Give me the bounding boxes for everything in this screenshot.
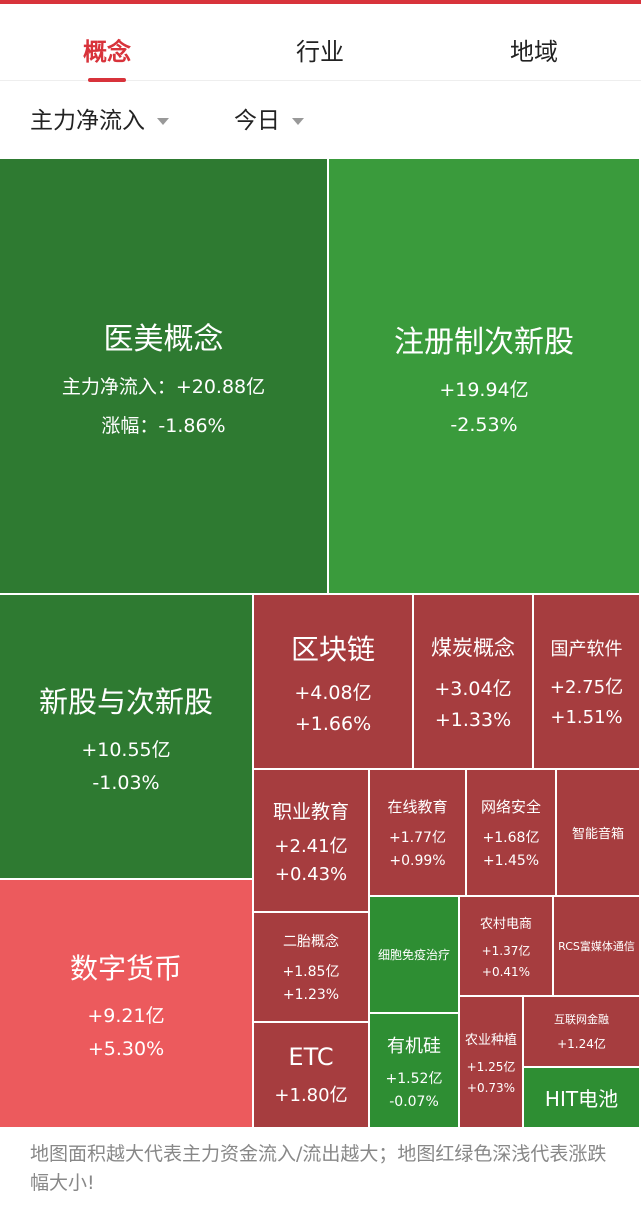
cell-change: +1.66%: [294, 713, 372, 735]
cell-flow: +3.04亿: [434, 678, 512, 700]
caret-down-icon: [292, 118, 304, 125]
cell-name: 区块链: [290, 633, 375, 666]
category-tabs: 概念 行业 地域: [0, 4, 641, 82]
cell-change: +1.51%: [550, 707, 623, 728]
cell-flow: +1.25亿: [466, 1060, 516, 1074]
cell-flow: +10.55亿: [81, 739, 171, 761]
cell-name: 智能音箱: [571, 827, 624, 842]
cell-name: 二胎概念: [283, 934, 339, 950]
cell-flow: +1.52亿: [385, 1070, 443, 1087]
cell-change: 涨幅：-1.86%: [101, 415, 226, 437]
active-tab-indicator: [88, 78, 126, 82]
cell-change: +0.73%: [466, 1081, 516, 1095]
top-accent-bar: [0, 0, 641, 4]
treemap-cell-second-child[interactable]: 二胎概念 +1.85亿 +1.23%: [254, 913, 370, 1023]
treemap-cell-internet-finance[interactable]: 互联网金融 +1.24亿: [524, 997, 641, 1068]
cell-change: +1.33%: [434, 709, 512, 731]
cell-change: +5.30%: [87, 1038, 165, 1060]
cell-flow: 主力净流入：+20.88亿: [61, 376, 266, 398]
cell-name: RCS富媒体通信: [558, 940, 635, 953]
metric-dropdown-label: 主力净流入: [30, 108, 145, 134]
cell-flow: +1.24亿: [557, 1037, 606, 1051]
treemap-cell-cell-immunotherapy[interactable]: 细胞免疫治疗: [370, 897, 460, 1014]
cell-name: 农村电商: [479, 917, 532, 932]
treemap-cell-registration-ipo[interactable]: 注册制次新股 +19.94亿 -2.53%: [329, 159, 641, 595]
cell-flow: +1.85亿: [282, 964, 340, 980]
cell-name: 互联网金融: [554, 1013, 609, 1026]
treemap-cell-network-security[interactable]: 网络安全 +1.68亿 +1.45%: [467, 770, 557, 897]
cell-change: +1.45%: [482, 853, 540, 869]
cell-flow: +19.94亿: [439, 378, 529, 401]
treemap-cell-blockchain[interactable]: 区块链 +4.08亿 +1.66%: [254, 595, 414, 770]
cell-change: +1.23%: [282, 987, 340, 1003]
tab-concept[interactable]: 概念: [83, 38, 131, 66]
cell-change: -2.53%: [450, 413, 518, 436]
treemap-cell-domestic-software[interactable]: 国产软件 +2.75亿 +1.51%: [534, 595, 641, 770]
treemap-cell-coal[interactable]: 煤炭概念 +3.04亿 +1.33%: [414, 595, 534, 770]
cell-flow: +2.75亿: [549, 677, 624, 698]
metric-dropdown[interactable]: 主力净流入: [30, 81, 169, 159]
treemap-cell-online-education[interactable]: 在线教育 +1.77亿 +0.99%: [370, 770, 467, 897]
cell-name: 网络安全: [480, 798, 541, 816]
treemap-cell-smart-speaker[interactable]: 智能音箱: [557, 770, 641, 897]
cell-name: 农业种植: [464, 1033, 517, 1048]
period-dropdown[interactable]: 今日: [234, 81, 304, 159]
tab-region[interactable]: 地域: [510, 38, 558, 66]
cell-flow: +1.77亿: [389, 830, 446, 846]
period-dropdown-label: 今日: [234, 108, 280, 134]
cell-flow: +1.68亿: [482, 830, 540, 846]
cell-name: 细胞免疫治疗: [377, 948, 450, 962]
cell-change: +0.99%: [389, 853, 446, 869]
cell-flow: +2.41亿: [274, 835, 348, 857]
cell-flow: +1.80亿: [274, 1085, 348, 1106]
treemap-cell-vocational-education[interactable]: 职业教育 +2.41亿 +0.43%: [254, 770, 370, 913]
cell-name: 在线教育: [387, 798, 448, 816]
treemap-cell-new-shares[interactable]: 新股与次新股 +10.55亿 -1.03%: [0, 595, 254, 880]
cell-name: 煤炭概念: [431, 636, 515, 660]
cell-change: -1.03%: [92, 772, 160, 794]
cell-name: 职业教育: [272, 800, 349, 823]
treemap-cell-medical-beauty[interactable]: 医美概念 主力净流入：+20.88亿 涨幅：-1.86%: [0, 159, 329, 595]
cell-name: HIT电池: [544, 1087, 619, 1111]
treemap-cell-silicone[interactable]: 有机硅 +1.52亿 -0.07%: [370, 1014, 460, 1129]
treemap-cell-hit-battery[interactable]: HIT电池: [524, 1068, 641, 1129]
treemap-cell-digital-currency[interactable]: 数字货币 +9.21亿 +5.30%: [0, 880, 254, 1129]
cell-name: 国产软件: [550, 639, 623, 660]
cell-name: ETC: [288, 1043, 334, 1071]
cell-flow: +9.21亿: [87, 1005, 165, 1027]
tab-industry[interactable]: 行业: [296, 38, 344, 66]
cell-name: 数字货币: [69, 952, 182, 985]
caret-down-icon: [157, 118, 169, 125]
cell-name: 新股与次新股: [38, 685, 213, 719]
cell-name: 注册制次新股: [394, 324, 574, 360]
cell-change: -0.07%: [389, 1093, 439, 1110]
cell-flow: +4.08亿: [294, 682, 372, 704]
cell-change: +0.43%: [274, 863, 348, 885]
fund-flow-treemap: 医美概念 主力净流入：+20.88亿 涨幅：-1.86% 注册制次新股 +19.…: [0, 159, 641, 1129]
treemap-legend-note: 地图面积越大代表主力资金流入/流出越大；地图红绿色深浅代表涨跌幅大小!: [30, 1143, 607, 1194]
cell-change: +0.41%: [481, 965, 531, 979]
treemap-cell-rural-ecommerce[interactable]: 农村电商 +1.37亿 +0.41%: [460, 897, 554, 997]
cell-name: 医美概念: [103, 322, 224, 357]
treemap-cell-agriculture[interactable]: 农业种植 +1.25亿 +0.73%: [460, 997, 524, 1129]
treemap-cell-etc[interactable]: ETC +1.80亿: [254, 1023, 370, 1129]
cell-name: 有机硅: [387, 1035, 441, 1057]
filter-bar: 主力净流入 今日: [0, 81, 641, 159]
cell-flow: +1.37亿: [481, 944, 531, 958]
treemap-cell-rcs-messaging[interactable]: RCS富媒体通信: [554, 897, 641, 997]
